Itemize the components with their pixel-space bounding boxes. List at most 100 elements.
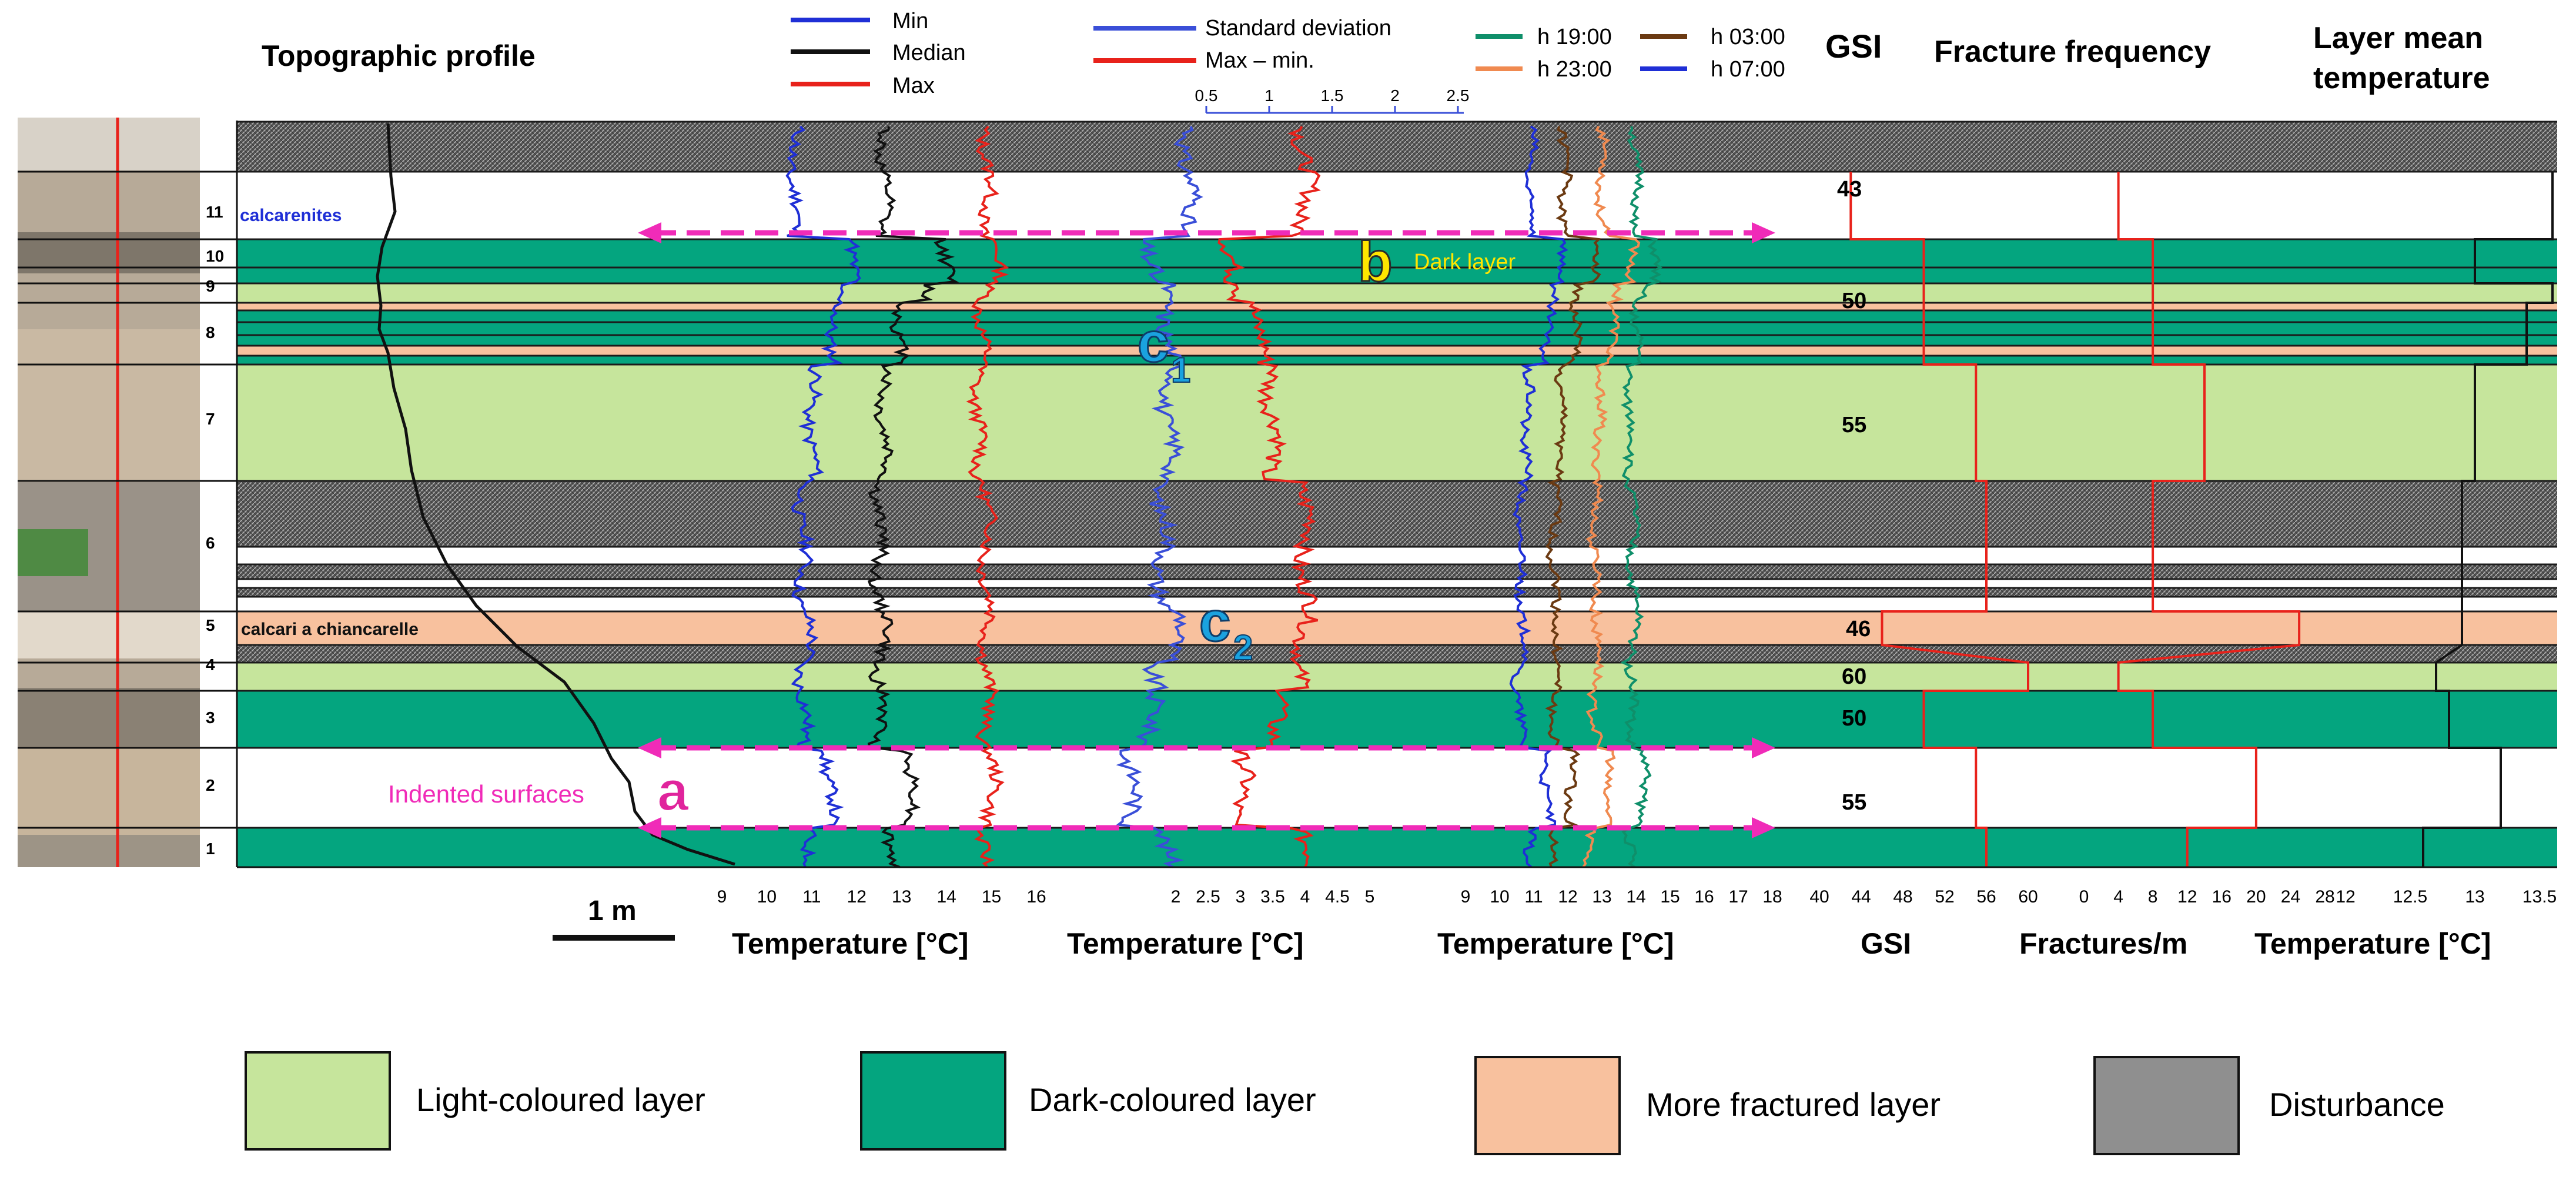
band-white xyxy=(237,547,2557,564)
std-top-tick-label: 2 xyxy=(1390,86,1400,105)
arrow-bottom xyxy=(638,817,1775,838)
axis-title-panel1: Temperature [°C] xyxy=(732,927,968,960)
layer-number: 5 xyxy=(206,616,215,634)
layer-number: 8 xyxy=(206,323,215,342)
std-top-tick-label: 1 xyxy=(1264,86,1274,105)
std-top-tick-label: 0.5 xyxy=(1195,86,1218,105)
gsi-value: 46 xyxy=(1846,617,1871,641)
legend-panel1: Min Median Max xyxy=(791,9,966,98)
band-light xyxy=(237,365,2557,481)
legend-swatch-fractured xyxy=(1474,1056,1621,1155)
fracture-tick-label: 24 xyxy=(2281,887,2300,907)
gsi-value: 50 xyxy=(1842,289,1866,313)
layer-temp-tick-label: 12.5 xyxy=(2393,887,2427,907)
marker-c1-subscript: 1 xyxy=(1171,350,1190,390)
axis-title-layer-temp: Temperature [°C] xyxy=(2254,927,2491,960)
band-dark xyxy=(237,322,2557,335)
marker-b: b xyxy=(1358,230,1393,293)
band-white xyxy=(237,597,2557,611)
layer-numbers: 11 10 9 8 7 6 5 4 3 2 1 xyxy=(206,203,224,858)
band-dist xyxy=(237,481,2557,547)
series-maxmin-line xyxy=(1217,126,1321,868)
layer-number: 3 xyxy=(206,708,215,727)
fracture-tick-label: 20 xyxy=(2246,887,2266,907)
legend-label-max: Max xyxy=(892,73,935,98)
series-h03-line xyxy=(1545,126,1602,868)
panel1-tick-label: 11 xyxy=(802,887,821,907)
std-top-tick-label: 2.5 xyxy=(1447,86,1470,105)
gsi-values: 43 50 55 46 60 50 55 xyxy=(1837,177,1871,815)
panel1-tick-label: 12 xyxy=(847,887,867,907)
legend-swatch-light xyxy=(245,1051,391,1151)
axis-title-gsi: GSI xyxy=(1861,927,1911,960)
band-dist xyxy=(237,645,2557,663)
series-h07-line xyxy=(1509,125,1568,868)
band-white xyxy=(237,748,2557,828)
layer-number: 7 xyxy=(206,410,215,428)
axis-title-panel2: Temperature [°C] xyxy=(1067,927,1303,960)
std-top-tick-label: 1.5 xyxy=(1321,86,1344,105)
topographic-profile-line xyxy=(376,123,735,866)
band-white xyxy=(237,579,2557,588)
panel3-tick-label: 9 xyxy=(1461,887,1471,907)
arrow-top xyxy=(638,222,1775,243)
panel1-tick-label: 9 xyxy=(717,887,727,907)
series-min-line xyxy=(785,125,861,868)
panel2-tick-label: 3.5 xyxy=(1260,887,1285,907)
series-median-line xyxy=(867,126,959,868)
rock-photo xyxy=(18,118,200,867)
band-light xyxy=(237,283,2557,303)
gsi-header: GSI xyxy=(1825,28,1882,65)
axis-title-fractures: Fractures/m xyxy=(2019,927,2187,960)
series-h19-line xyxy=(1620,126,1663,868)
legend-label-maxmin: Max – min. xyxy=(1205,48,1314,73)
dashed-arrows xyxy=(638,222,1775,838)
layer-temp-header-1: Layer mean xyxy=(2313,21,2483,55)
fracture-tick-label: 12 xyxy=(2177,887,2197,907)
legend-swatch-disturbance xyxy=(2093,1056,2240,1155)
fracture-tick-label: 4 xyxy=(2113,887,2123,907)
legend-label-h07: h 07:00 xyxy=(1711,57,1785,82)
panel3-tick-label: 11 xyxy=(1524,887,1543,907)
legend-panel2: Standard deviation Max – min. xyxy=(1093,16,1391,73)
panel3-tick-label: 16 xyxy=(1694,887,1714,907)
scale-bar: 1 m xyxy=(553,895,675,941)
band-dark xyxy=(237,356,2557,365)
panel3-tick-label: 13 xyxy=(1592,887,1611,907)
band-white xyxy=(237,172,2557,239)
panel1-tick-label: 15 xyxy=(982,887,1001,907)
tick-labels: 9 10 11 12 13 14 15 16 2 2.5 3 3.5 4 4.5 5 9 10 11 12 13 14 1… xyxy=(717,887,2557,907)
layer-number: 1 xyxy=(206,840,215,858)
gsi-tick-label: 48 xyxy=(1893,887,1912,907)
series-max-line xyxy=(966,125,1009,868)
panel3-tick-label: 18 xyxy=(1762,887,1782,907)
legend-label-h19: h 19:00 xyxy=(1537,25,1612,49)
axis-title-panel3: Temperature [°C] xyxy=(1437,927,1674,960)
stratigraphic-bands xyxy=(237,121,2557,868)
layer-number: 9 xyxy=(206,277,215,295)
panel1-tick-label: 14 xyxy=(936,887,956,907)
layer-number: 11 xyxy=(206,203,223,221)
panel3-tick-label: 14 xyxy=(1626,887,1645,907)
panel2-tick-label: 5 xyxy=(1365,887,1375,907)
layer-number: 6 xyxy=(206,534,215,552)
panel3-tick-label: 12 xyxy=(1558,887,1577,907)
marker-c2: c xyxy=(1199,590,1230,653)
band-dist xyxy=(237,122,2557,172)
gsi-value: 50 xyxy=(1842,706,1866,731)
panel3-tick-label: 15 xyxy=(1660,887,1680,907)
arrow-middle xyxy=(638,737,1775,758)
legend-label-h03: h 03:00 xyxy=(1711,25,1785,49)
fracture-tick-label: 0 xyxy=(2079,887,2089,907)
chiancarelle-label: calcari a chiancarelle xyxy=(241,620,419,639)
gsi-value: 60 xyxy=(1842,664,1866,689)
fracture-tick-label: 28 xyxy=(2315,887,2334,907)
band-dark xyxy=(237,268,2557,283)
bottom-legend: Light-coloured layer Dark-coloured layer… xyxy=(245,1051,2445,1155)
gsi-value: 55 xyxy=(1842,413,1866,437)
legend-text-fractured: More fractured layer xyxy=(1646,1086,1941,1123)
gsi-tick-label: 56 xyxy=(1976,887,1996,907)
layer-temp-tick-label: 12 xyxy=(2336,887,2355,907)
series-h23-line xyxy=(1582,125,1641,868)
